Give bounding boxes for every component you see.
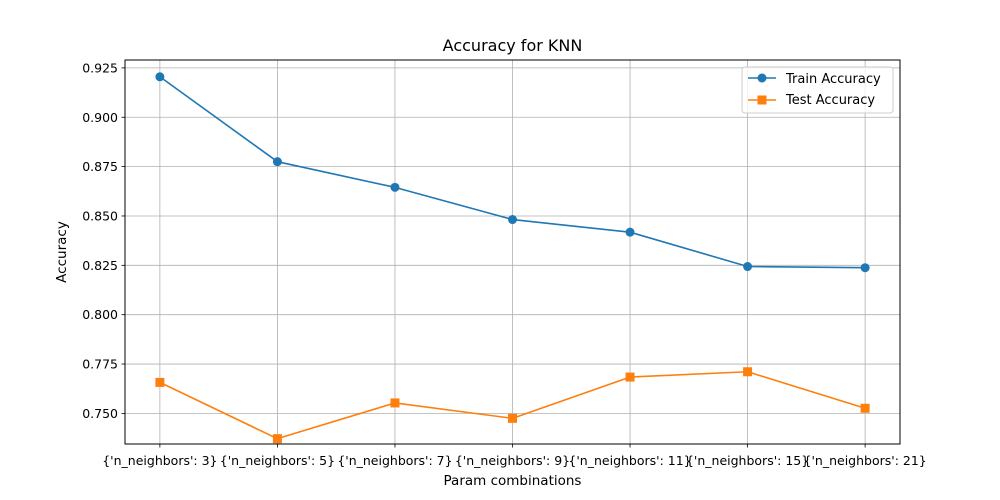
x-tick-label: {'n_neighbors': 9}	[455, 453, 570, 468]
x-tick-label: {'n_neighbors': 7}	[337, 453, 452, 468]
y-tick-label: 0.825	[82, 258, 118, 273]
legend-marker-train	[757, 73, 767, 83]
legend-marker-test	[757, 95, 767, 105]
chart-title: Accuracy for KNN	[443, 36, 583, 55]
y-tick-label: 0.750	[82, 406, 118, 421]
data-point-1-3	[508, 413, 517, 423]
data-point-0-0	[155, 72, 165, 82]
data-point-0-5	[743, 262, 753, 272]
data-point-0-3	[508, 215, 517, 225]
legend: Train Accuracy Test Accuracy	[741, 66, 894, 114]
y-axis-label: Accuracy	[54, 221, 70, 283]
x-tick-label: {'n_neighbors': 11}	[568, 453, 691, 468]
data-point-1-4	[625, 372, 635, 382]
y-tick-label: 0.850	[82, 208, 118, 223]
plot-frame	[124, 59, 901, 445]
x-axis-ticks: {'n_neighbors': 3} {'n_neighbors': 5} {'n_…	[102, 444, 927, 468]
y-tick-label: 0.875	[82, 159, 118, 174]
data-series	[155, 72, 870, 444]
legend-label-train: Train Accuracy	[785, 72, 881, 87]
y-tick-label: 0.900	[82, 110, 118, 125]
x-tick-label: {'n_neighbors': 3}	[102, 453, 217, 468]
data-point-1-1	[272, 434, 282, 444]
data-point-1-5	[743, 367, 753, 377]
x-tick-label: {'n_neighbors': 21}	[804, 453, 927, 468]
x-tick-label: {'n_neighbors': 5}	[220, 453, 335, 468]
data-point-1-0	[155, 377, 165, 387]
data-point-1-6	[860, 403, 870, 413]
data-point-0-4	[625, 227, 635, 237]
legend-label-test: Test Accuracy	[785, 93, 875, 108]
data-point-0-2	[390, 182, 400, 192]
y-tick-label: 0.800	[82, 307, 118, 322]
y-tick-label: 0.775	[82, 357, 118, 372]
data-point-1-2	[390, 398, 400, 408]
x-axis-label: Param combinations	[444, 473, 582, 489]
legend-box	[741, 66, 894, 114]
y-tick-label: 0.925	[82, 60, 118, 75]
grid-lines	[125, 60, 900, 444]
y-axis-ticks: 0.750 0.775 0.800 0.825 0.850 0.875 0.900 0.925	[82, 60, 125, 421]
data-point-0-6	[860, 263, 870, 273]
x-tick-label: {'n_neighbors': 15}	[686, 453, 809, 468]
data-point-0-1	[272, 157, 282, 167]
